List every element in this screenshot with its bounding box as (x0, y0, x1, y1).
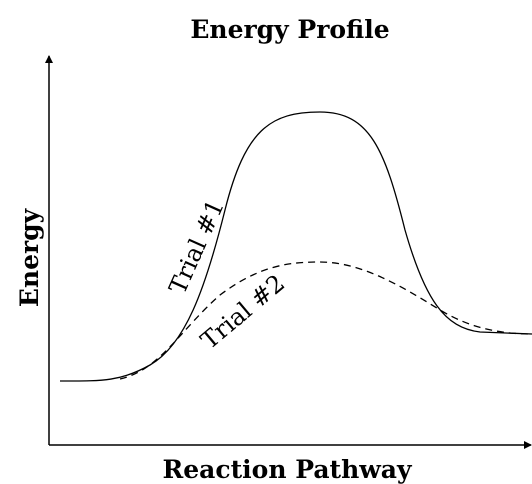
curve-trial-1 (59, 111, 532, 382)
title: Energy Profile (190, 15, 389, 44)
y-axis-label: Energy (15, 207, 44, 307)
curve-label: Trial #1 (164, 195, 230, 298)
x-axis-label: Reaction Pathway (163, 455, 413, 484)
curve-label: Trial #2 (195, 269, 290, 355)
